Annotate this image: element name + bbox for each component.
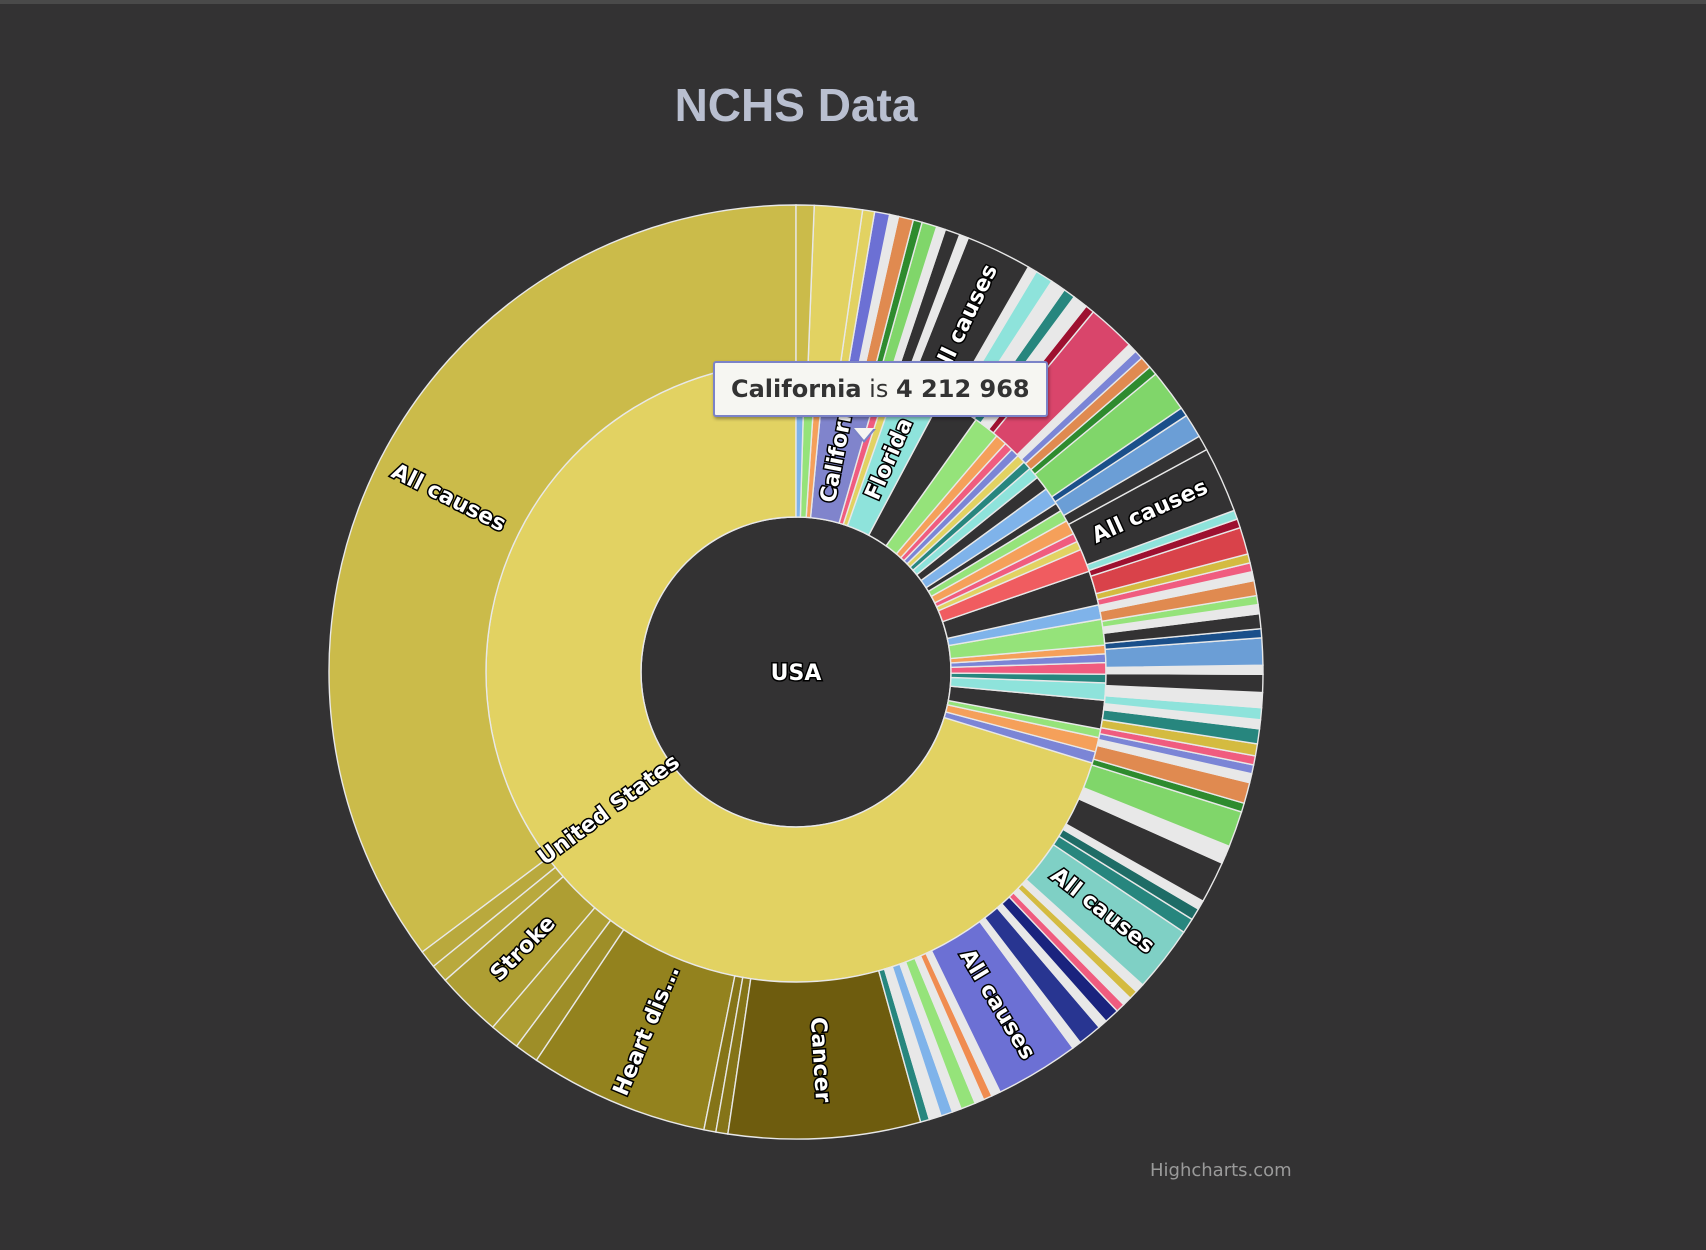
ring2-slice-california-all-causes[interactable] bbox=[930, 920, 1074, 1093]
ring2-slice-heart-disease[interactable] bbox=[535, 928, 736, 1131]
center-label: USA bbox=[771, 661, 822, 686]
chart-title: NCHS Data bbox=[674, 79, 918, 131]
ring2-slice-c34[interactable] bbox=[1104, 672, 1264, 694]
ring2-slice-cancer[interactable] bbox=[727, 969, 922, 1140]
ring2-slice-c5[interactable] bbox=[904, 957, 977, 1110]
ring2-slice-c51[interactable] bbox=[1033, 373, 1183, 498]
ring2-slice-stroke-other-1[interactable] bbox=[421, 856, 557, 968]
ring2-slice-c49[interactable] bbox=[1054, 414, 1201, 517]
ring2-slice-c48[interactable] bbox=[1062, 435, 1208, 526]
ring2-slice-c41[interactable] bbox=[1099, 579, 1258, 623]
tooltip: California is 4 212 968 bbox=[713, 361, 1048, 417]
tooltip-pointer bbox=[852, 428, 876, 443]
ring2-slice-c38[interactable] bbox=[1102, 612, 1262, 645]
ring2-slice-c56[interactable] bbox=[992, 310, 1131, 456]
ring2-slice-d2[interactable] bbox=[515, 919, 625, 1062]
ring2-slice-d1[interactable] bbox=[491, 906, 612, 1048]
ring2-slice-c30[interactable] bbox=[1101, 708, 1261, 745]
window-top-border bbox=[0, 0, 1706, 4]
ring2-slice-c12[interactable] bbox=[1000, 896, 1119, 1023]
ring2-slice-c25[interactable] bbox=[1092, 744, 1251, 805]
tooltip-connector: is bbox=[861, 375, 896, 403]
ring2-slice-all-causes[interactable] bbox=[328, 204, 797, 953]
ring2-slice-c20[interactable] bbox=[1065, 797, 1224, 903]
highcharts-credits[interactable]: Highcharts.com bbox=[1150, 1160, 1292, 1181]
ring2-slice-stroke[interactable] bbox=[444, 875, 596, 1029]
ring2-slice-texas-all-causes[interactable] bbox=[1067, 448, 1236, 566]
tooltip-point-name: California bbox=[731, 375, 862, 403]
ring2-slice-c23[interactable] bbox=[1082, 764, 1243, 848]
ring2-slice-c17[interactable] bbox=[1052, 835, 1194, 934]
ring2-slice-c10[interactable] bbox=[983, 906, 1101, 1044]
ring2-slice-stroke-other-2[interactable] bbox=[432, 866, 565, 982]
ring2-slice-c45[interactable] bbox=[1089, 526, 1249, 595]
ring2-label-cancer: Cancer bbox=[805, 1016, 835, 1103]
ring2-slice-c36[interactable] bbox=[1104, 637, 1264, 669]
tooltip-value: 4 212 968 bbox=[895, 375, 1030, 403]
ring2-slice-florida-all-causes[interactable] bbox=[1025, 843, 1185, 986]
